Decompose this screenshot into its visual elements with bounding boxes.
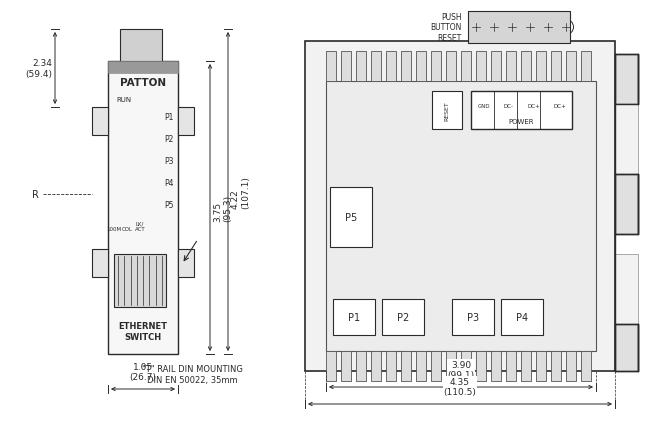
- Text: P3: P3: [164, 157, 174, 166]
- Bar: [551, 351, 561, 381]
- Text: RUN: RUN: [116, 97, 131, 103]
- Bar: [120, 30, 162, 62]
- Text: 2.34
(59.4): 2.34 (59.4): [25, 59, 52, 79]
- Bar: [566, 351, 576, 381]
- Text: LK/
ACT: LK/ ACT: [135, 221, 146, 231]
- Bar: [581, 351, 591, 381]
- Bar: [92, 108, 108, 136]
- Bar: [536, 351, 546, 381]
- Bar: [341, 351, 351, 381]
- Text: R: R: [32, 190, 38, 200]
- Bar: [305, 42, 615, 371]
- Bar: [491, 52, 501, 82]
- Text: ETHERNET
SWITCH: ETHERNET SWITCH: [118, 321, 168, 341]
- Bar: [432, 92, 462, 130]
- Bar: [461, 351, 471, 381]
- Bar: [386, 351, 396, 381]
- Bar: [326, 82, 596, 351]
- Bar: [446, 351, 456, 381]
- Bar: [491, 351, 501, 381]
- Bar: [431, 52, 441, 82]
- Bar: [386, 52, 396, 82]
- Text: PUSH
BUTTON
RESET: PUSH BUTTON RESET: [430, 13, 462, 43]
- Text: P3: P3: [467, 312, 479, 322]
- Bar: [330, 187, 372, 247]
- Bar: [178, 108, 194, 136]
- Text: DC-: DC-: [504, 104, 514, 109]
- Bar: [615, 105, 638, 174]
- Text: 3.75
(95.3): 3.75 (95.3): [213, 194, 233, 221]
- Bar: [416, 52, 426, 82]
- Bar: [341, 52, 351, 82]
- Text: 100M: 100M: [107, 227, 122, 231]
- Text: P2: P2: [164, 135, 174, 144]
- Text: RESET: RESET: [445, 101, 450, 121]
- Bar: [615, 174, 638, 234]
- Bar: [446, 52, 456, 82]
- Bar: [382, 299, 424, 335]
- Text: DC+: DC+: [553, 104, 566, 109]
- Bar: [615, 55, 638, 105]
- Text: P2: P2: [397, 312, 409, 322]
- Bar: [371, 351, 381, 381]
- Bar: [551, 52, 561, 82]
- Bar: [501, 299, 543, 335]
- Bar: [416, 351, 426, 381]
- Text: P5: P5: [164, 201, 174, 210]
- Bar: [476, 52, 486, 82]
- Bar: [471, 92, 572, 130]
- Bar: [452, 299, 494, 335]
- Bar: [521, 52, 531, 82]
- Text: GND: GND: [477, 104, 490, 109]
- Text: 3.90
(99.1): 3.90 (99.1): [447, 360, 474, 379]
- Bar: [108, 62, 178, 74]
- Bar: [566, 52, 576, 82]
- Bar: [476, 351, 486, 381]
- Bar: [536, 52, 546, 82]
- Bar: [108, 62, 178, 354]
- Bar: [506, 52, 516, 82]
- Bar: [461, 52, 471, 82]
- Bar: [326, 52, 336, 82]
- Text: 1.05
(26.7): 1.05 (26.7): [129, 362, 157, 381]
- Bar: [371, 52, 381, 82]
- Text: DC+: DC+: [528, 104, 541, 109]
- Bar: [615, 324, 638, 371]
- Text: P4: P4: [164, 179, 174, 188]
- Text: PATTON: PATTON: [120, 78, 166, 88]
- Text: POWER: POWER: [509, 119, 534, 125]
- Bar: [401, 351, 411, 381]
- Bar: [468, 12, 570, 44]
- Text: P1: P1: [348, 312, 360, 322]
- Bar: [114, 254, 166, 307]
- Bar: [333, 299, 375, 335]
- Bar: [356, 52, 366, 82]
- Bar: [521, 351, 531, 381]
- Text: 4.22
(107.1): 4.22 (107.1): [231, 176, 250, 208]
- Bar: [178, 250, 194, 277]
- Bar: [356, 351, 366, 381]
- Bar: [401, 52, 411, 82]
- Text: P1: P1: [164, 113, 174, 122]
- Bar: [326, 351, 336, 381]
- Text: COL: COL: [122, 227, 133, 231]
- Bar: [581, 52, 591, 82]
- Text: P5: P5: [345, 213, 357, 223]
- Bar: [431, 351, 441, 381]
- Bar: [92, 250, 108, 277]
- Text: P4: P4: [516, 312, 528, 322]
- Bar: [615, 254, 638, 324]
- Text: "T" RAIL DIN MOUNTING
DIN EN 50022, 35mm: "T" RAIL DIN MOUNTING DIN EN 50022, 35mm: [142, 364, 242, 384]
- Text: 4.35
(110.5): 4.35 (110.5): [443, 377, 476, 396]
- Bar: [506, 351, 516, 381]
